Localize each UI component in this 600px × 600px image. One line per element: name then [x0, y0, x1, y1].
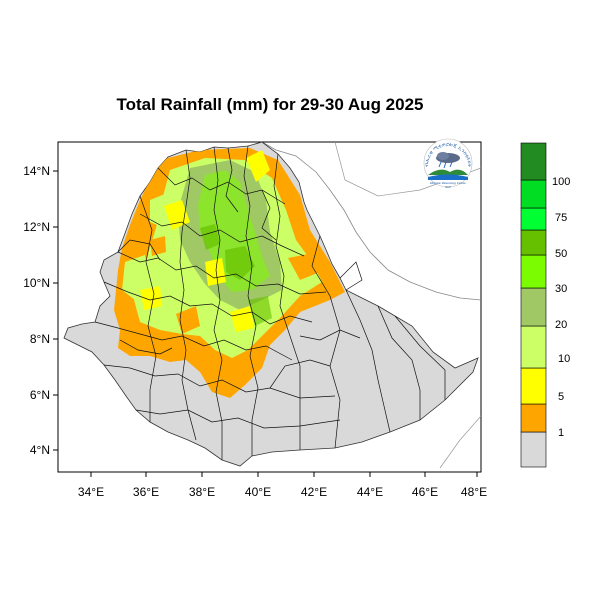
emi-logo: ብሔራዊ ሚቲዎሮሎጂ ኢንስቲትዩት Ethiopian Meteorolog… [423, 138, 473, 189]
logo-caption: Ethiopian Meteorology Institute [430, 181, 466, 185]
legend-swatch [520, 325, 547, 369]
legend-label: 100 [552, 176, 570, 188]
legend-swatch [520, 142, 547, 181]
somalia-coast [439, 415, 481, 469]
y-axis: 14°N 12°N 10°N 8°N 6°N 4°N [23, 164, 58, 457]
legend-label: 50 [555, 248, 567, 260]
x-tick-label: 46°E [412, 485, 438, 499]
x-tick-label: 42°E [301, 485, 327, 499]
legend-swatch [520, 179, 547, 209]
legend-label: 1 [558, 427, 564, 439]
legend-swatch [520, 403, 547, 433]
x-tick-label: 44°E [357, 485, 383, 499]
y-tick-label: 6°N [30, 388, 50, 402]
legend-label: 20 [555, 319, 567, 331]
y-tick-label: 8°N [30, 332, 50, 346]
y-tick-label: 12°N [23, 220, 50, 234]
zone-boundaries [94, 145, 446, 460]
legend-swatch [520, 287, 547, 327]
colorbar-legend: 1 5 10 20 30 50 75 100 [520, 142, 570, 468]
legend-label: 5 [558, 391, 564, 403]
x-axis: 34°E 36°E 38°E 40°E 42°E 44°E 46°E 48°E [78, 472, 487, 499]
map-title: Total Rainfall (mm) for 29-30 Aug 2025 [116, 95, 424, 114]
legend-swatch [520, 207, 547, 231]
neighbour-boundary [334, 142, 481, 197]
y-tick-label: 10°N [23, 276, 50, 290]
legend-swatch [520, 431, 547, 468]
x-tick-label: 38°E [189, 485, 215, 499]
legend-swatch [520, 229, 547, 256]
x-tick-label: 48°E [461, 485, 487, 499]
x-tick-label: 34°E [78, 485, 104, 499]
red-sea-coastline [261, 142, 481, 301]
legend-swatch [520, 367, 547, 405]
y-tick-label: 14°N [23, 164, 50, 178]
y-tick-label: 4°N [30, 443, 50, 457]
logo-year: EMI [445, 185, 451, 189]
legend-label: 30 [555, 283, 567, 295]
legend-label: 10 [558, 353, 570, 365]
x-tick-label: 36°E [133, 485, 159, 499]
rainfall-shading [114, 148, 345, 398]
legend-label: 75 [555, 212, 567, 224]
legend-swatch [520, 254, 547, 289]
x-tick-label: 40°E [245, 485, 271, 499]
